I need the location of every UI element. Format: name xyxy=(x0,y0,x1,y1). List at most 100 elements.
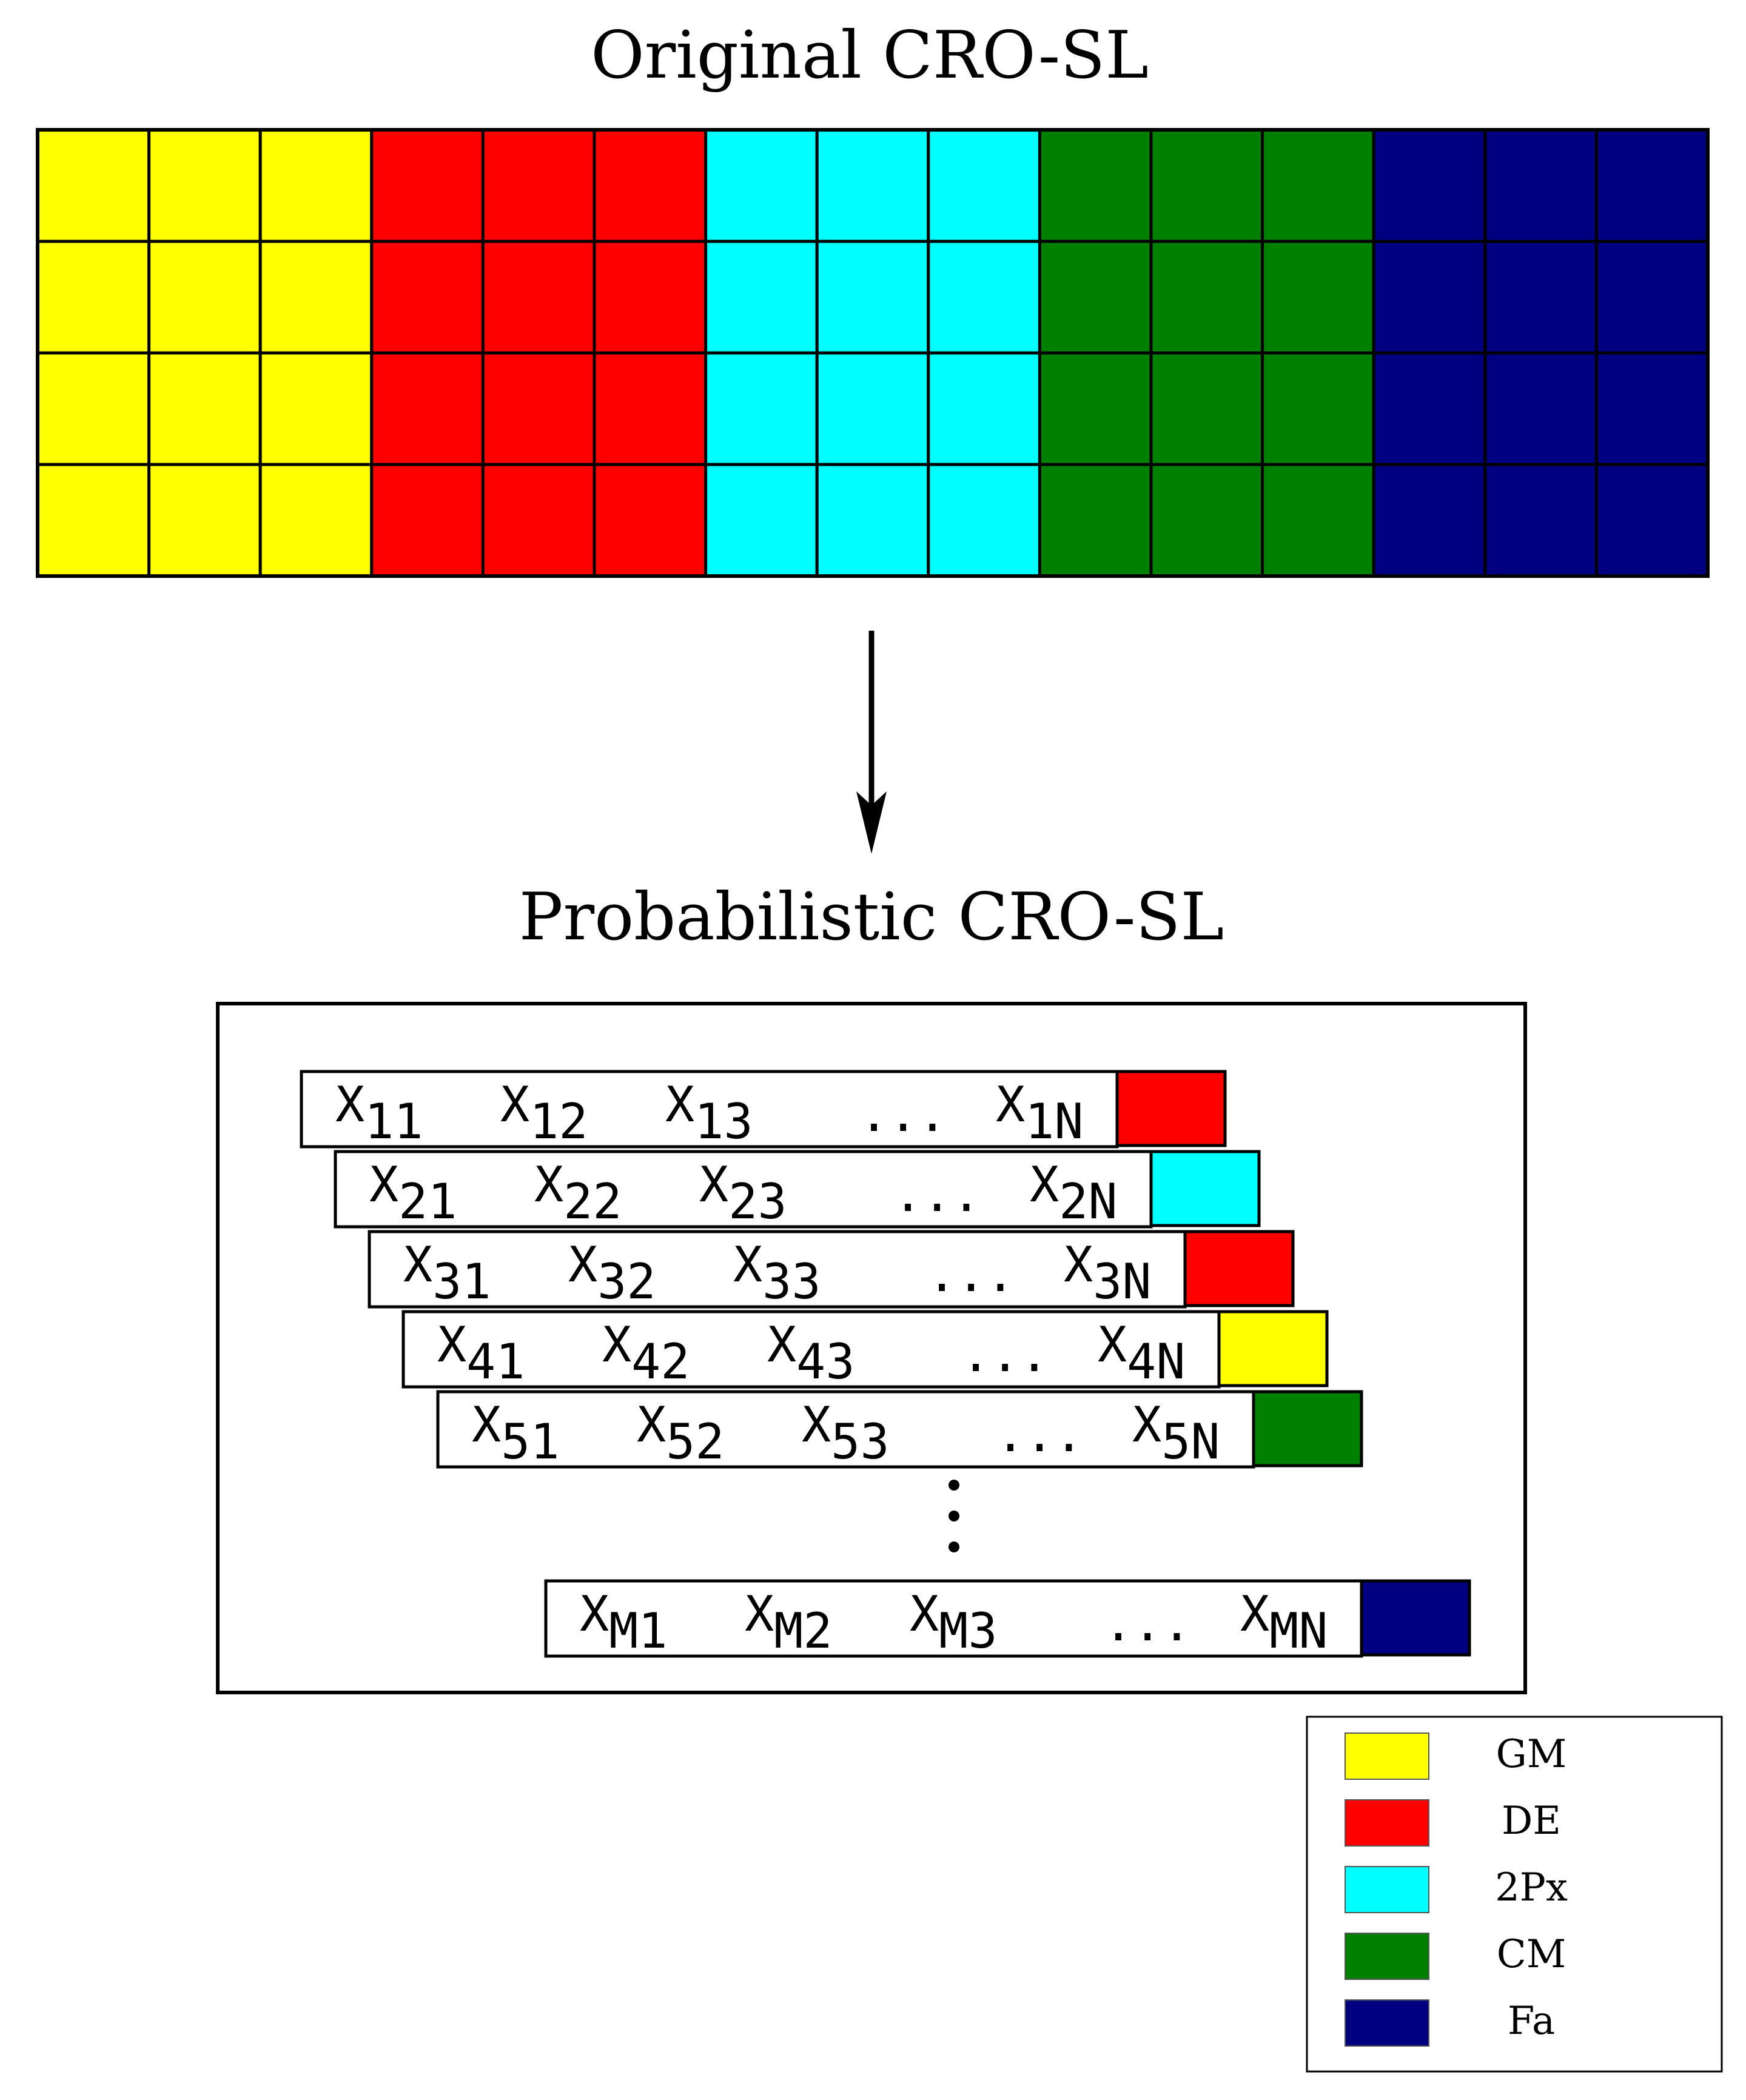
reef-cell-gm xyxy=(147,128,262,243)
reef-cell-cm xyxy=(1261,463,1375,578)
variable-subscript: 31 xyxy=(432,1253,491,1310)
population-row: X11 X12 X13... X1N xyxy=(300,1070,1227,1150)
reef-cell-fa xyxy=(1594,351,1710,466)
variable-subscript: 4N xyxy=(1127,1333,1185,1390)
variable-subscript: 12 xyxy=(529,1093,588,1150)
variable-subscript: 51 xyxy=(501,1414,559,1470)
reef-cell-de xyxy=(481,351,596,466)
reef-cell-de xyxy=(370,463,485,578)
reef-cell-cm xyxy=(1038,128,1153,243)
reef-cell-fa xyxy=(1594,128,1710,243)
reef-cell-de xyxy=(370,128,485,243)
population-row: X21 X22 X23... X2N xyxy=(334,1150,1261,1230)
solution-vector xyxy=(300,1070,1119,1149)
legend-item-de: DE xyxy=(1345,1799,1561,1847)
reef-cell-fa xyxy=(1372,240,1487,355)
variable-subscript: 53 xyxy=(831,1414,889,1470)
substrate-indicator xyxy=(1115,1070,1227,1147)
reef-cell-fa xyxy=(1372,128,1487,243)
reef-cell-fa xyxy=(1483,240,1598,355)
legend-swatch xyxy=(1345,1933,1429,1980)
variable-subscript: M3 xyxy=(939,1603,997,1659)
reef-cell-2px xyxy=(927,351,1041,466)
solution-vector xyxy=(334,1150,1153,1229)
reef-cell-gm xyxy=(258,463,374,578)
legend-label: GM xyxy=(1496,1732,1567,1777)
legend-item-gm: GM xyxy=(1345,1732,1567,1780)
variable-subscript: 23 xyxy=(728,1173,787,1230)
legend-item-fa: Fa xyxy=(1345,1999,1555,2047)
variable-subscript: 41 xyxy=(466,1333,525,1390)
substrate-indicator xyxy=(1217,1310,1329,1387)
legend-swatch xyxy=(1345,1799,1429,1847)
probabilistic-frame xyxy=(216,1002,1527,1694)
transform-arrow xyxy=(856,631,887,854)
reef-cell-gm xyxy=(36,463,151,578)
substrate-indicator xyxy=(1183,1230,1295,1307)
substrate-indicator xyxy=(1360,1579,1471,1657)
horizontal-ellipsis: ... xyxy=(1104,1595,1192,1652)
reef-cell-de xyxy=(370,351,485,466)
solution-vector xyxy=(436,1390,1255,1469)
reef-cell-gm xyxy=(258,128,374,243)
reef-cell-fa xyxy=(1483,463,1598,578)
variable-subscript: 11 xyxy=(364,1093,423,1150)
legend-swatch xyxy=(1345,1733,1429,1780)
solution-vector xyxy=(401,1310,1221,1389)
horizontal-ellipsis: ... xyxy=(927,1246,1015,1303)
reef-cell-2px xyxy=(815,463,930,578)
reef-cell-gm xyxy=(147,463,262,578)
population-row: X31 X32 X33... X3N xyxy=(368,1230,1295,1310)
original-title: Original CRO-SL xyxy=(591,18,1149,93)
original-grid xyxy=(36,128,1710,578)
reef-cell-2px xyxy=(815,128,930,243)
variable-subscript: 2N xyxy=(1059,1173,1117,1230)
variable-subscript: M1 xyxy=(609,1603,667,1659)
legend-item-2px: 2Px xyxy=(1345,1865,1568,1913)
legend-item-cm: CM xyxy=(1345,1932,1566,1980)
substrate-indicator xyxy=(1149,1150,1261,1227)
reef-cell-cm xyxy=(1149,351,1264,466)
horizontal-ellipsis: ... xyxy=(996,1406,1084,1463)
population-row: X41 X42 X43... X4N xyxy=(401,1310,1329,1390)
legend-label: CM xyxy=(1497,1932,1566,1977)
reef-cell-de xyxy=(370,240,485,355)
variable-subscript: 3N xyxy=(1093,1253,1151,1310)
legend-label: Fa xyxy=(1508,1999,1555,2044)
reef-cell-fa xyxy=(1483,351,1598,466)
horizontal-ellipsis: ... xyxy=(893,1166,981,1223)
horizontal-ellipsis: ... xyxy=(961,1326,1049,1383)
reef-cell-cm xyxy=(1038,351,1153,466)
reef-cell-2px xyxy=(704,351,819,466)
original-grid-border xyxy=(36,128,1710,578)
reef-cell-gm xyxy=(36,128,151,243)
reef-cell-cm xyxy=(1038,463,1153,578)
reef-cell-fa xyxy=(1594,463,1710,578)
legend-swatch xyxy=(1345,1999,1429,2047)
variable-subscript: 5N xyxy=(1161,1414,1220,1470)
reef-cell-cm xyxy=(1261,351,1375,466)
legend-label: DE xyxy=(1502,1799,1561,1843)
reef-cell-fa xyxy=(1594,240,1710,355)
reef-cell-2px xyxy=(704,128,819,243)
reef-cell-cm xyxy=(1261,240,1375,355)
reef-cell-2px xyxy=(927,128,1041,243)
legend: GM DE 2Px CM Fa xyxy=(1345,1732,1568,2047)
vertical-ellipsis xyxy=(949,1480,959,1552)
population-row: XM1 XM2 XM3... XMN xyxy=(544,1579,1471,1659)
reef-cell-de xyxy=(593,128,708,243)
population-row: X51 X52 X53... X5N xyxy=(436,1390,1363,1470)
reef-cell-fa xyxy=(1483,128,1598,243)
substrate-indicator xyxy=(1252,1390,1363,1468)
reef-cell-2px xyxy=(927,240,1041,355)
variable-subscript: 21 xyxy=(398,1173,457,1230)
reef-cell-de xyxy=(593,240,708,355)
reef-cell-2px xyxy=(704,463,819,578)
variable-subscript: M2 xyxy=(774,1603,832,1659)
reef-cell-de xyxy=(481,463,596,578)
horizontal-ellipsis: ... xyxy=(859,1086,947,1142)
reef-cell-fa xyxy=(1372,351,1487,466)
solution-vector xyxy=(368,1230,1187,1309)
